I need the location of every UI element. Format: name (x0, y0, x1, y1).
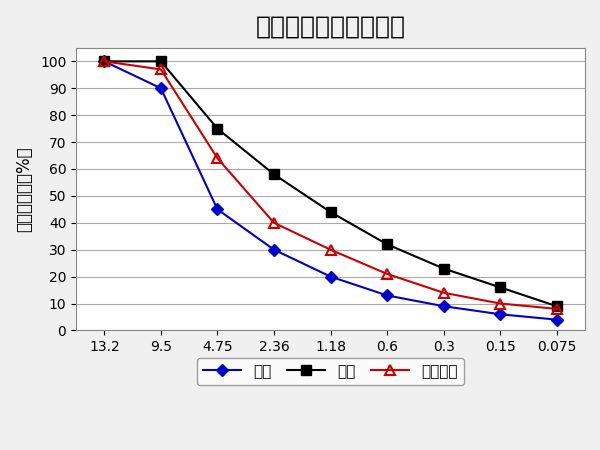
下限 (327, 274, 334, 279)
合成级配 (497, 301, 504, 306)
Line: 合成级配: 合成级配 (100, 57, 562, 314)
上限 (497, 285, 504, 290)
合成级配 (157, 67, 164, 72)
上限 (327, 209, 334, 215)
下限 (271, 247, 278, 252)
上限 (271, 171, 278, 177)
合成级配 (327, 247, 334, 252)
下限 (101, 58, 108, 64)
下限 (497, 311, 504, 317)
合成级配 (553, 306, 560, 311)
Line: 上限: 上限 (100, 57, 562, 311)
合成级配 (101, 58, 108, 64)
上限 (101, 58, 108, 64)
Y-axis label: 通过百分率（%）: 通过百分率（%） (15, 146, 33, 232)
Legend: 下限, 上限, 合成级配: 下限, 上限, 合成级配 (197, 358, 464, 385)
下限 (553, 317, 560, 322)
上限 (157, 58, 164, 64)
上限 (214, 126, 221, 131)
下限 (214, 207, 221, 212)
上限 (553, 303, 560, 309)
Title: 合成级配通过率示意图: 合成级配通过率示意图 (256, 15, 406, 39)
下限 (440, 303, 447, 309)
上限 (440, 266, 447, 271)
合成级配 (383, 271, 391, 277)
Line: 下限: 下限 (100, 57, 561, 324)
合成级配 (214, 156, 221, 161)
上限 (383, 242, 391, 247)
合成级配 (271, 220, 278, 225)
下限 (157, 86, 164, 91)
下限 (383, 293, 391, 298)
合成级配 (440, 290, 447, 296)
